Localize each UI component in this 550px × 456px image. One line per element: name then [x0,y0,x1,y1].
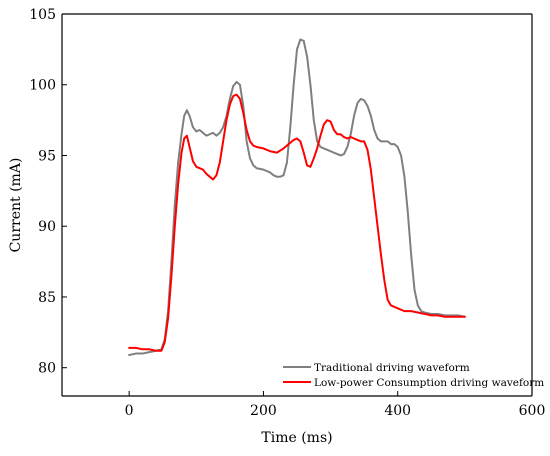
legend-label-1: Traditional driving waveform [314,362,470,374]
x-tick-label: 200 [250,403,277,419]
y-tick-label: 95 [38,148,56,164]
x-axis-title: Time (ms) [261,430,332,446]
series-line-1 [128,38,466,356]
series-layer [128,38,466,356]
y-axis-title: Current (mA) [8,158,24,253]
x-tick-label: 0 [125,403,134,419]
y-tick-label: 85 [38,290,56,306]
x-tick-label: 400 [384,403,411,419]
y-tick-label: 90 [38,219,56,235]
legend-label-2: Low-power Consumption driving waveform [314,377,544,389]
y-tick-label: 80 [38,361,56,377]
y-tick-label: 100 [29,78,56,94]
legend: Traditional driving waveform Low-power Co… [283,362,544,389]
series-line-2 [128,93,466,352]
x-tick-label: 600 [519,403,546,419]
axes: 0 200 400 600 80 85 90 95 100 105 [29,7,545,419]
y-tick-label: 105 [29,7,56,23]
